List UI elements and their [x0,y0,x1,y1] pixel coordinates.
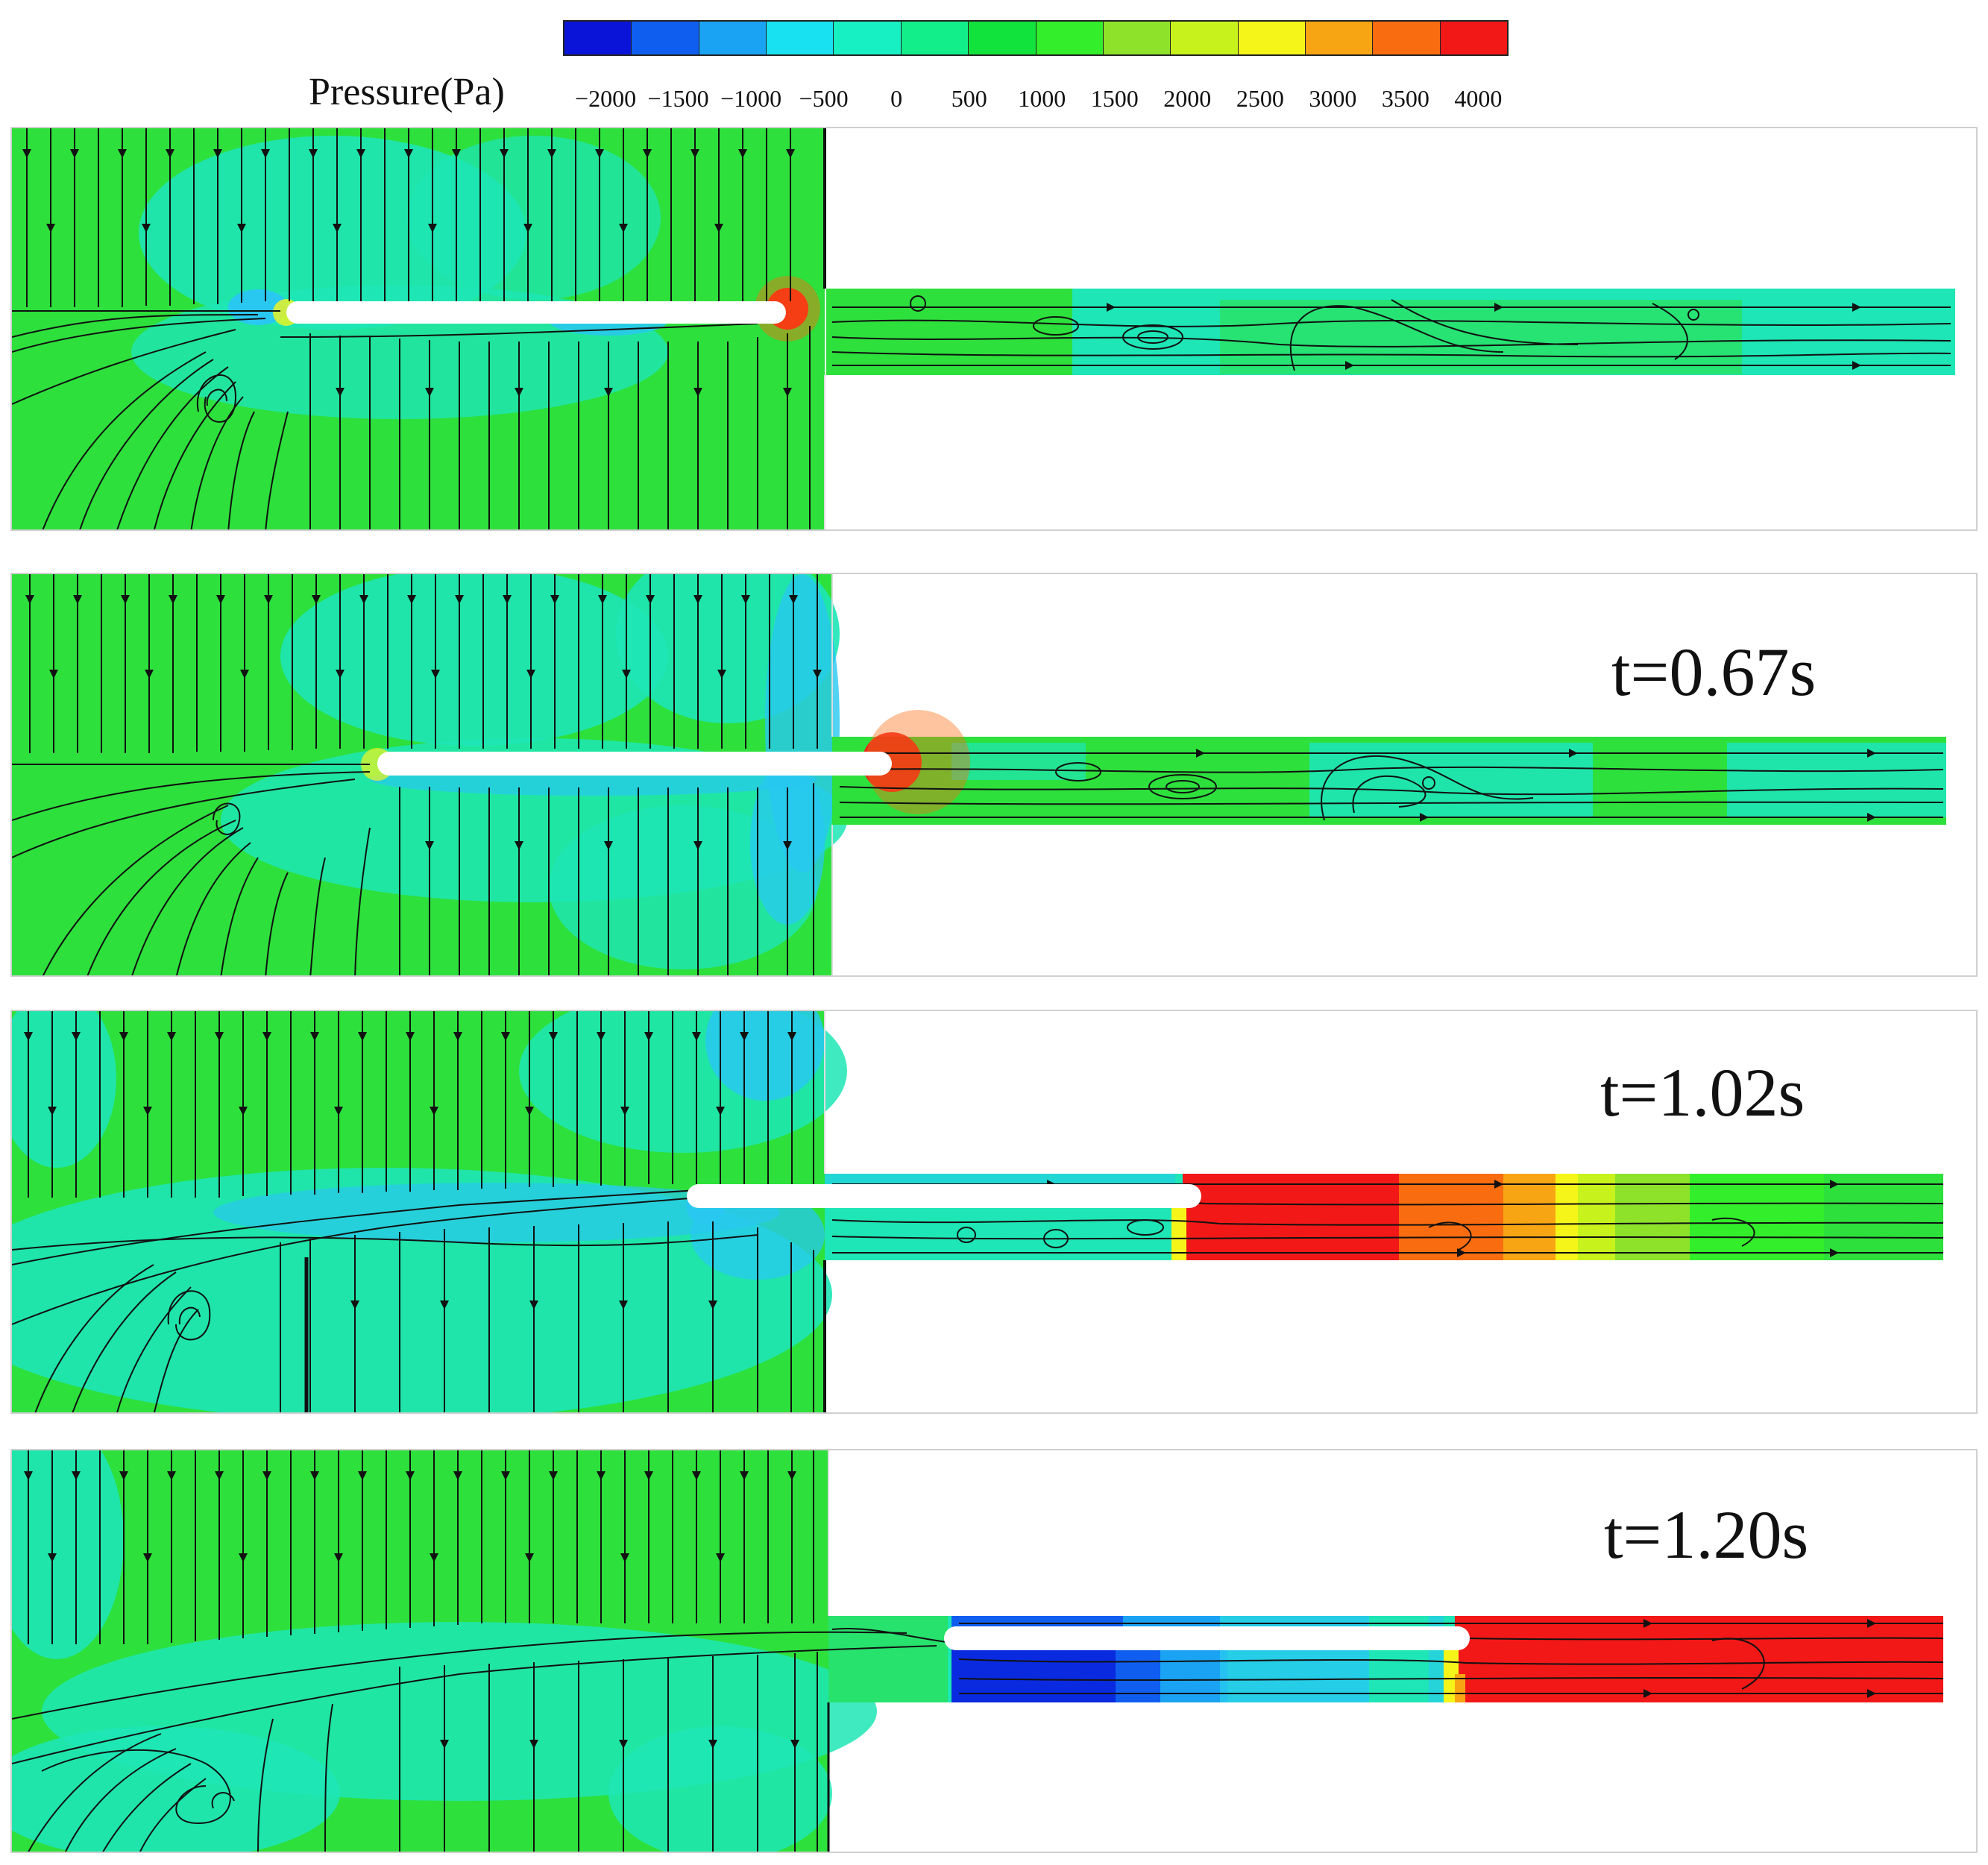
colorbar-tick-label: 2000 [1163,85,1212,112]
pressure-field-1 [12,128,1955,529]
colorbar-tick-label: −500 [799,85,849,112]
colorbar-tick-label: 0 [890,85,903,112]
colorbar-swatch [632,22,699,54]
projectile-2 [377,752,892,776]
colorbar-swatch [767,22,834,54]
colorbar-ticks: −2000 −1500 −1000 −500 0 500 1000 1500 2000 2500 3… [563,85,1509,115]
colorbar-swatch [969,22,1037,54]
colorbar-tick-label: 2500 [1236,85,1284,112]
simulation-panel-3: t=1.02s [10,1010,1978,1414]
colorbar-tick-label: −1500 [647,85,709,112]
colorbar-swatch [901,22,969,54]
pressure-legend: Pressure(Pa) −2000 −1500 −1000 −500 0 500 1000… [0,0,1988,119]
projectile-4 [944,1626,1470,1650]
pressure-field-3 [12,1011,1944,1412]
time-label-2: t=0.67s [1611,634,1816,710]
simulation-panel-4: t=1.20s [10,1449,1978,1853]
time-label-3: t=1.02s [1600,1054,1805,1130]
colorbar-tick-label: −1000 [720,85,782,112]
time-label-4: t=1.20s [1604,1497,1809,1573]
colorbar-tick-label: 3000 [1309,85,1357,112]
projectile-1 [286,301,786,324]
colorbar-swatch [1103,22,1171,54]
colorbar-swatch [1238,22,1306,54]
colorbar-swatch [1036,22,1104,54]
colorbar-swatch [1440,22,1508,54]
simulation-panel-1 [10,127,1978,531]
colorbar-swatch [1373,22,1441,54]
pressure-field-4 [12,1450,1944,1852]
colorbar-tick-label: 1000 [1018,85,1066,112]
colorbar-swatch [1171,22,1239,54]
colorbar [563,20,1509,56]
colorbar-tick-label: −2000 [575,85,637,112]
colorbar-swatch [834,22,902,54]
pressure-field-2 [12,574,1946,975]
colorbar-tick-label: 3500 [1381,85,1429,112]
colorbar-swatch [1305,22,1374,54]
projectile-3 [687,1184,1201,1208]
legend-title: Pressure(Pa) [309,71,505,113]
colorbar-swatch [564,22,632,54]
colorbar-tick-label: 4000 [1454,85,1503,112]
colorbar-tick-label: 500 [951,85,987,112]
colorbar-tick-label: 1500 [1090,85,1139,112]
colorbar-swatch [699,22,767,54]
simulation-panel-2: t=0.67s [10,573,1978,977]
